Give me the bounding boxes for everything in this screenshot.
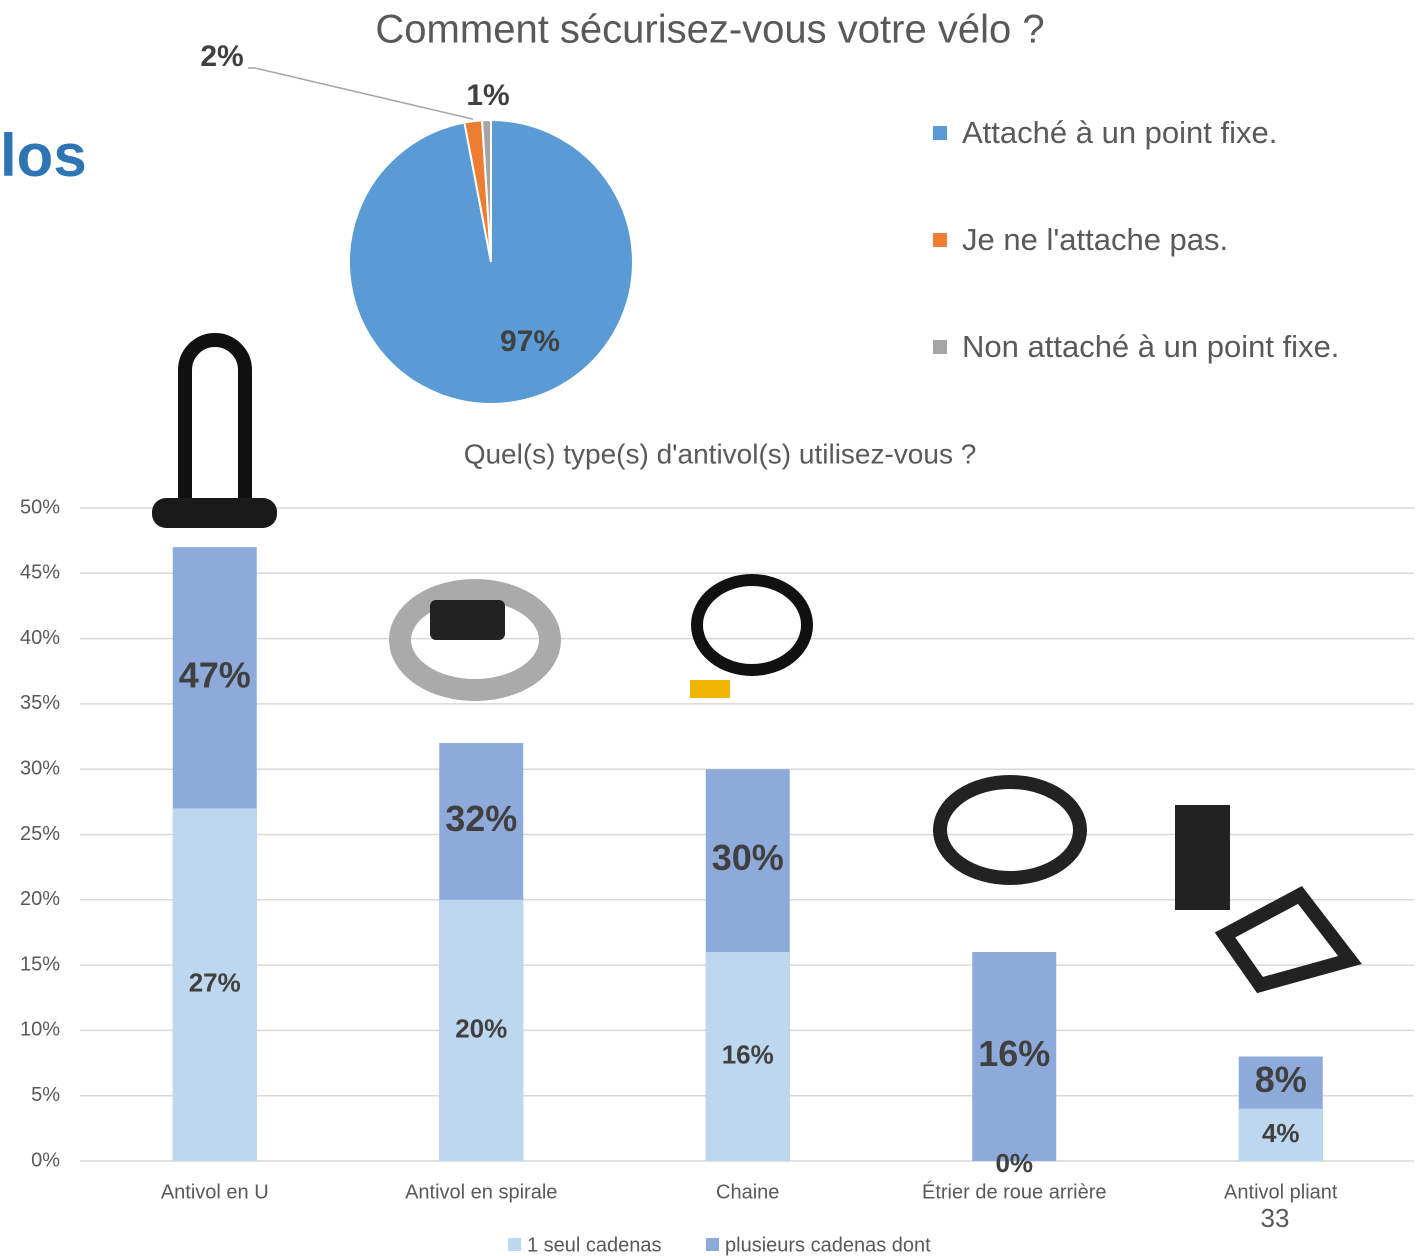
bar	[172, 808, 257, 1161]
y-tick-label: 30%	[20, 757, 60, 779]
data-label: 0%	[995, 1148, 1033, 1178]
pie-label: 97%	[500, 325, 560, 358]
data-label: 27%	[189, 968, 241, 998]
data-label: 4%	[1262, 1118, 1300, 1148]
y-tick-label: 5%	[31, 1084, 60, 1106]
y-tick-label: 0%	[31, 1149, 60, 1171]
x-tick-label: Chaine	[716, 1181, 779, 1203]
legend-swatch	[933, 233, 947, 247]
x-tick-label: Antivol en U	[161, 1181, 269, 1203]
y-tick-label: 45%	[20, 562, 60, 584]
x-tick-label: Étrier de roue arrière	[922, 1180, 1107, 1203]
pie-title: Comment sécurisez-vous votre vélo ?	[375, 8, 1044, 52]
pie-label: 2%	[200, 40, 243, 73]
x-tick-label: Antivol pliant	[1224, 1181, 1338, 1203]
page-number: 33	[1261, 1203, 1290, 1233]
y-tick-label: 15%	[20, 953, 60, 975]
heading-fragment: los	[0, 122, 87, 189]
legend-label: 1 seul cadenas	[527, 1234, 662, 1256]
legend-label: Non attaché à un point fixe.	[962, 329, 1340, 364]
pie-label: 1%	[466, 79, 509, 112]
leader-line	[248, 67, 474, 120]
bar-title: Quel(s) type(s) d'antivol(s) utilisez-vo…	[464, 438, 977, 469]
bar	[1238, 1108, 1323, 1161]
x-tick-label: Antivol en spirale	[405, 1181, 557, 1203]
data-label: 16%	[722, 1039, 774, 1069]
legend-swatch	[933, 340, 947, 354]
y-tick-label: 50%	[20, 496, 60, 518]
legend-swatch	[508, 1238, 521, 1251]
y-tick-label: 25%	[20, 823, 60, 845]
data-label: 16%	[978, 1033, 1050, 1074]
legend-label: Attaché à un point fixe.	[962, 115, 1278, 150]
legend-swatch	[933, 126, 947, 140]
y-tick-label: 40%	[20, 627, 60, 649]
data-label: 47%	[179, 654, 251, 695]
y-tick-label: 35%	[20, 692, 60, 714]
data-label: 30%	[712, 837, 784, 878]
bar	[972, 952, 1057, 1161]
legend-label: plusieurs cadenas dont	[725, 1234, 931, 1256]
pie-slice	[481, 118, 492, 263]
legend-label: Je ne l'attache pas.	[962, 222, 1229, 257]
bar	[705, 952, 790, 1161]
data-label: 20%	[455, 1013, 507, 1043]
y-tick-label: 20%	[20, 888, 60, 910]
legend-swatch	[706, 1238, 719, 1251]
data-label: 8%	[1255, 1059, 1307, 1100]
data-label: 32%	[445, 798, 517, 839]
bar	[439, 899, 524, 1161]
lock-icons	[152, 333, 1362, 994]
y-tick-label: 10%	[20, 1019, 60, 1041]
